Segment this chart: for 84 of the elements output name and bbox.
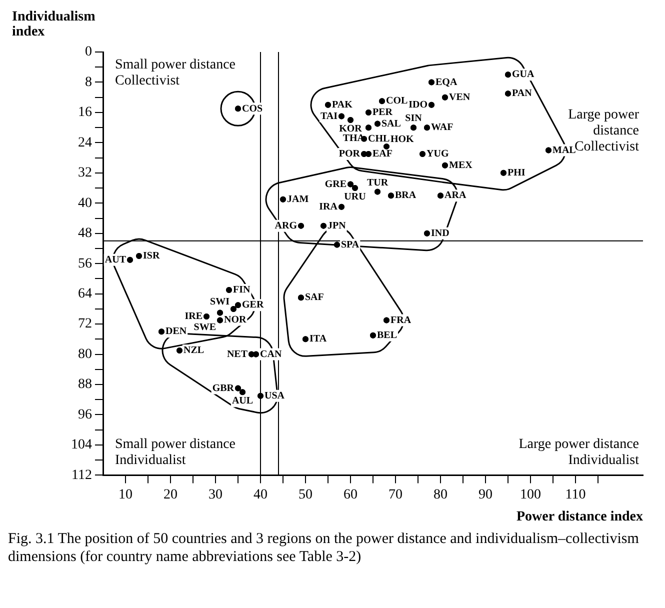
text: Fig. 3.1 The position of 50 countries and 3 regions on the power distance and individualism–collectivism dimensions (for country name abbreviations see Table 3-2)	[8, 530, 640, 566]
y-tick-label: 88	[78, 377, 92, 392]
y-tick-label: 56	[78, 256, 92, 272]
y-tick-label: 104	[71, 438, 92, 453]
annotation: WAF	[431, 122, 454, 134]
annotation: SAL	[382, 118, 402, 130]
annotation: KOR	[339, 124, 363, 135]
x-tick-label: 20	[164, 487, 178, 502]
x-tick-label: 110	[565, 487, 586, 502]
annotation: PAK	[332, 99, 353, 110]
y-tick-label: 80	[78, 346, 92, 362]
annotation: Small power distance Individualist	[115, 436, 236, 468]
annotation: GRE	[324, 178, 347, 190]
y-tick-label: 112	[72, 468, 92, 483]
y-tick-label: 24	[78, 135, 92, 150]
annotation: NET	[226, 348, 248, 360]
annotation: SAF	[305, 292, 324, 304]
annotation: ISR	[143, 250, 160, 262]
y-tick-label: 8	[85, 74, 92, 90]
y-tick-label: 16	[78, 105, 92, 120]
annotation: EAF	[372, 148, 392, 160]
x-tick-label: 40	[254, 487, 268, 502]
y-tick-label: 40	[78, 196, 92, 211]
x-tick-label: 80	[434, 487, 448, 502]
y-tick-label: 64	[78, 286, 92, 302]
annotation: IDO	[408, 99, 428, 110]
annotation: EQA	[436, 76, 458, 88]
annotation: PHI	[508, 167, 526, 178]
annotation: FIN	[233, 284, 251, 296]
annotation: DEN	[166, 326, 188, 338]
annotation: TUR	[366, 177, 389, 188]
annotation: VEN	[449, 92, 471, 103]
annotation: CAN	[260, 348, 282, 360]
x-tick-label: 90	[478, 487, 492, 502]
y-axis-title: Individualism index	[12, 10, 96, 40]
annotation: JAM	[287, 194, 310, 205]
annotation: FRA	[390, 314, 412, 326]
x-tick-label: 30	[208, 487, 222, 502]
annotation: MEX	[449, 160, 474, 171]
annotation: HOK	[390, 134, 414, 146]
annotation: SWE	[194, 322, 216, 333]
annotation: Small power distance Collectivist	[115, 58, 236, 89]
x-tick-label: 70	[388, 487, 402, 502]
annotation: NZL	[184, 345, 204, 356]
annotation: USA	[264, 390, 286, 402]
y-tick-label: 0	[85, 44, 92, 60]
x-axis-title: Power distance index	[516, 510, 643, 525]
annotation: URU	[344, 192, 366, 203]
annotation: AUT	[104, 254, 126, 266]
annotation: TAI	[320, 110, 338, 122]
annotation: SPA	[341, 239, 360, 250]
annotation: ARG	[274, 220, 298, 232]
annotation: BEL	[377, 330, 398, 341]
y-tick-label: 32	[78, 166, 92, 181]
annotation: Large power distance Individualist	[518, 436, 640, 468]
x-tick-label: 60	[344, 487, 358, 502]
annotation: IRE	[184, 311, 203, 322]
annotation: PER	[372, 107, 394, 118]
annotation: JPN	[328, 220, 347, 232]
x-tick-label: 10	[118, 487, 132, 502]
annotation: GUA	[512, 69, 535, 80]
x-tick-label: 100	[520, 487, 541, 502]
annotation: CHL	[368, 133, 390, 144]
annotation: POR	[338, 148, 361, 160]
annotation: IND	[431, 228, 450, 239]
annotation: YUG	[426, 148, 449, 160]
annotation: GER	[242, 300, 264, 311]
annotation: SIN	[405, 113, 423, 124]
annotation: MAL	[552, 144, 576, 156]
y-tick-label: 96	[78, 407, 92, 422]
annotation: AUL	[232, 396, 254, 407]
annotation: ITA	[310, 334, 328, 345]
annotation: ARA	[444, 190, 467, 202]
y-tick-label: 48	[78, 226, 92, 242]
x-tick-label: 50	[298, 487, 312, 502]
annotation: COS	[242, 103, 263, 114]
y-tick-label: 72	[78, 316, 92, 332]
annotation: IRA	[319, 202, 338, 212]
annotation: PAN	[512, 88, 533, 100]
annotation: COL	[386, 96, 408, 107]
annotation: SWI	[210, 296, 230, 308]
annotation: GBR	[212, 382, 235, 394]
annotation: BRA	[395, 190, 417, 202]
annotation: NOR	[224, 314, 247, 326]
